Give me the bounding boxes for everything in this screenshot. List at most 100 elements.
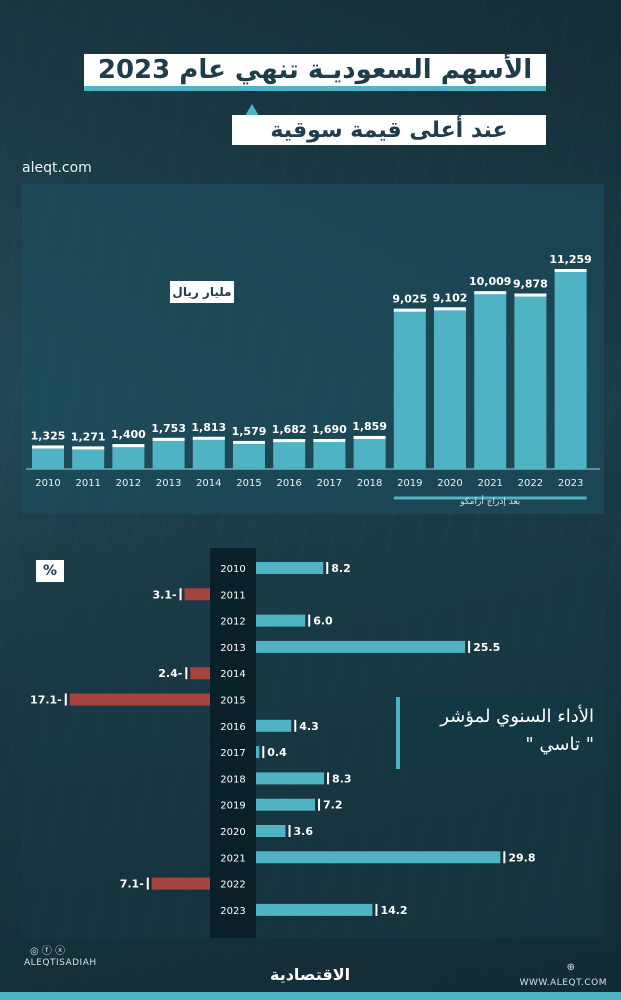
bar-2016 — [273, 439, 306, 469]
x-tick-label-2013: 2013 — [156, 478, 181, 489]
bar-value-label-2015: 1,579 — [232, 425, 267, 438]
bar-value-label-2022: 9,878 — [513, 278, 548, 291]
bar-value-label-2020: 9,102 — [433, 291, 468, 304]
bar-cap-2021 — [474, 291, 507, 295]
bar-2010 — [32, 445, 64, 469]
year-label-2010: 2010 — [220, 564, 245, 575]
bar-2022 — [514, 293, 547, 469]
bar-cap-2015 — [233, 440, 265, 444]
percent-unit-label: % — [36, 560, 64, 582]
bar-value-label-2021: 10,009 — [469, 275, 511, 288]
bar-value-label-2011: 1,271 — [71, 430, 106, 443]
perf-bar-2023 — [256, 903, 373, 916]
bar-cap-2010 — [32, 445, 64, 449]
x-tick-label-2020: 2020 — [437, 478, 462, 489]
perf-value-label-2018: 8.3 — [332, 772, 352, 785]
bar-cap-2016 — [273, 439, 306, 443]
bar-value-label-2023: 11,259 — [549, 253, 591, 266]
perf-value-label-2012: 6.0 — [313, 615, 333, 628]
perf-value-label-2013: 25.5 — [473, 641, 500, 654]
bar-value-label-2012: 1,400 — [111, 428, 146, 441]
x-tick-label-2017: 2017 — [317, 478, 342, 489]
perf-value-label-2015: 17.1- — [30, 694, 62, 707]
year-label-2011: 2011 — [220, 590, 245, 601]
bar-2011 — [72, 446, 105, 469]
year-label-2022: 2022 — [220, 880, 245, 891]
perf-value-label-2023: 14.2 — [380, 904, 407, 917]
perf-bar-2018 — [256, 772, 325, 785]
perf-value-label-2010: 8.2 — [331, 562, 351, 575]
x-tick-label-2022: 2022 — [518, 478, 543, 489]
bar-value-label-2017: 1,690 — [312, 423, 347, 436]
bar-value-label-2010: 1,325 — [31, 429, 66, 442]
perf-bar-2016 — [256, 719, 292, 732]
year-label-2014: 2014 — [220, 669, 245, 680]
year-label-2020: 2020 — [220, 827, 245, 838]
x-tick-label-2014: 2014 — [196, 478, 221, 489]
perf-value-label-2020: 3.6 — [294, 825, 314, 838]
performance-title-box: الأداء السنوي لمؤشر " تاسي " — [396, 697, 606, 769]
bar-2015 — [233, 440, 265, 469]
subtitle: عند أعلى قيمة سوقية — [270, 117, 508, 143]
bar-cap-2020 — [434, 307, 466, 311]
bar-cap-2017 — [313, 438, 346, 442]
aramco-note: بعد إدراج أرامكو — [459, 495, 520, 507]
perf-value-label-2019: 7.2 — [323, 799, 343, 812]
x-tick-label-2012: 2012 — [116, 478, 141, 489]
perf-bar-2012 — [256, 614, 306, 627]
x-tick-label-2016: 2016 — [276, 478, 301, 489]
footer-handle: ALEQTISADIAH — [24, 958, 97, 968]
social-icons: ◎ ⓕ ⓧ — [30, 946, 66, 957]
bar-value-label-2013: 1,753 — [151, 422, 186, 435]
year-label-2021: 2021 — [220, 853, 245, 864]
bar-cap-2023 — [554, 269, 587, 272]
bar-cap-2013 — [152, 437, 185, 441]
perf-value-label-2011: 3.1- — [153, 588, 177, 601]
year-label-2016: 2016 — [220, 722, 245, 733]
perf-value-label-2017: 0.4 — [267, 746, 287, 759]
perf-bar-2021 — [256, 851, 501, 864]
performance-title-line2: " تاسي " — [525, 734, 594, 755]
bar-2017 — [313, 438, 346, 469]
bar-value-label-2019: 9,025 — [392, 293, 427, 306]
x-tick-label-2019: 2019 — [397, 478, 422, 489]
bottom-accent-strip — [0, 992, 621, 1000]
x-tick-label-2018: 2018 — [357, 478, 382, 489]
x-tick-label-2011: 2011 — [75, 478, 100, 489]
footer-site: WWW.ALEQT.COM — [519, 978, 607, 988]
site-url: aleqt.com — [22, 160, 92, 176]
bar-cap-2018 — [353, 435, 386, 439]
x-tick-label-2023: 2023 — [558, 478, 583, 489]
bar-cap-2011 — [72, 446, 105, 450]
bar-2018 — [353, 435, 386, 469]
perf-bar-2020 — [256, 825, 286, 837]
perf-bar-2019 — [256, 798, 316, 811]
logo: الاقتصادية — [270, 965, 351, 984]
bar-cap-2019 — [393, 308, 426, 312]
x-tick-label-2010: 2010 — [35, 478, 60, 489]
year-column — [210, 548, 256, 938]
perf-bar-2013 — [256, 640, 466, 653]
x-tick-label-2015: 2015 — [236, 478, 261, 489]
bar-2012 — [112, 444, 145, 469]
year-label-2023: 2023 — [220, 906, 245, 917]
x-tick-label-2021: 2021 — [477, 478, 502, 489]
year-label-2018: 2018 — [220, 774, 245, 785]
bar-2020 — [434, 307, 466, 469]
bar-2013 — [152, 437, 185, 469]
bar-2023 — [554, 269, 587, 469]
perf-bar-2014 — [190, 667, 210, 680]
bar-value-label-2018: 1,859 — [352, 420, 387, 433]
perf-bar-2010 — [256, 562, 324, 574]
bar-cap-2014 — [192, 436, 225, 440]
market-value-unit-label: مليار ريال — [170, 281, 234, 303]
perf-value-label-2014: 2.4- — [158, 667, 182, 680]
perf-value-label-2021: 29.8 — [508, 851, 535, 864]
perf-bar-2011 — [184, 588, 210, 601]
globe-icon: ⊕ — [566, 962, 575, 973]
perf-value-label-2016: 4.3 — [299, 720, 319, 733]
perf-bar-2022 — [151, 877, 210, 890]
year-label-2013: 2013 — [220, 643, 245, 654]
bar-2019 — [393, 308, 426, 469]
